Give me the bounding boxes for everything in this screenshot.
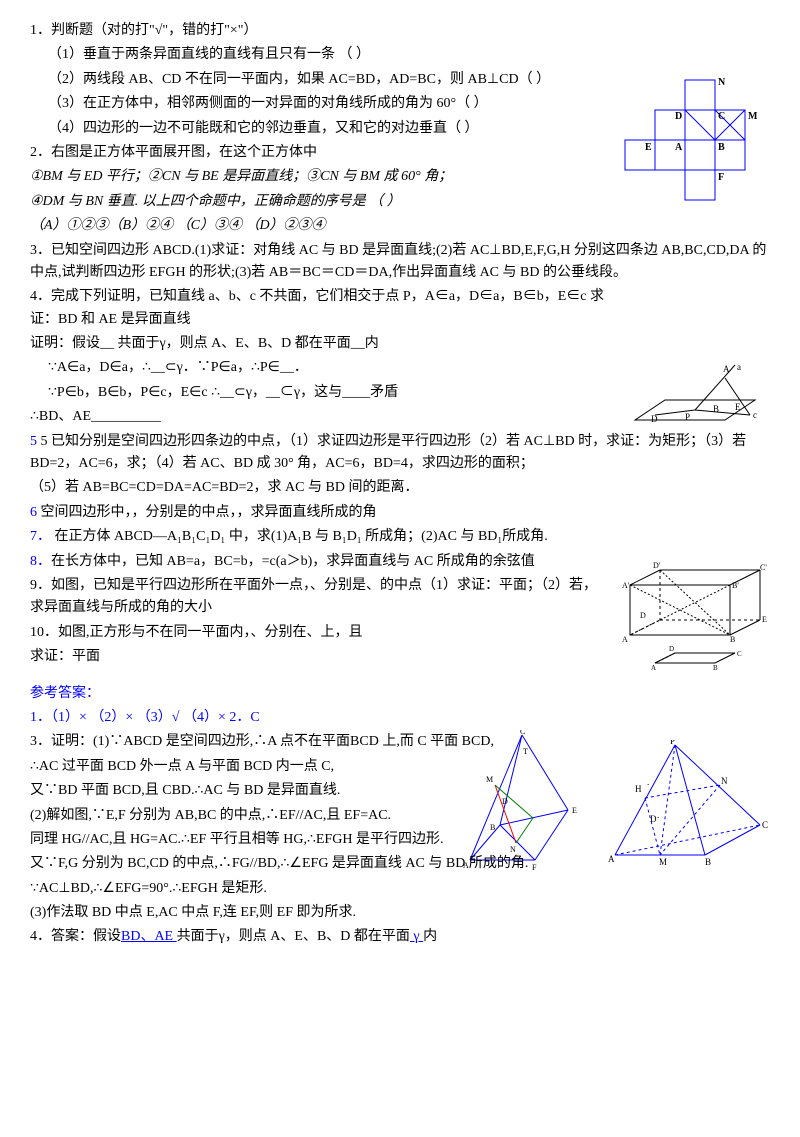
q5-l2: （5）若 AB=BC=CD=DA=AC=BD=2，求 AC 与 BD 间的距离． — [30, 477, 770, 499]
label-C: C — [718, 111, 725, 122]
label-sA: A — [651, 664, 656, 672]
q2-line-1: ①BM 与 ED 平行；②CN 与 BE 是异面直线；③CN 与 BM 成 60… — [30, 166, 630, 188]
figure-cuboid: A' B' C' D' A B E D A B C D — [615, 560, 770, 675]
answer-3-l1: 3．证明：(1)∵ABCD 是空间四边形,∴A 点不在平面BCD 上,而 C 平… — [30, 731, 610, 753]
q1-title: 1．判断题（对的打"√"，错的打"×"） — [30, 20, 770, 42]
q4-l2: ∵A∈a，D∈a，∴__⊂γ．∵P∈a，∴P∈__． — [30, 357, 610, 379]
figure-cube-net: N D C M E A B F — [620, 75, 770, 205]
answer-4: 4．答案：假设BD、AE 共面于γ，则点 A、E、B、D 都在平面 γ 内 — [30, 926, 770, 948]
label-sB: B — [713, 664, 718, 672]
q5-l1: 5 5 已知分别是空间四边形四条边的中点，（1）求证四边形是平行四边形（2）若 … — [30, 431, 770, 476]
label-M: M — [748, 111, 758, 122]
q4-l4: ∴BD、AE__________ — [30, 406, 770, 428]
answers-title: 参考答案： — [30, 683, 770, 705]
q1-item-2: （2）两线段 AB、CD 不在同一平面内，如果 AC=BD，AD=BC，则 AB… — [30, 69, 630, 91]
q7: 7． 在正方体 ABCD—A₁B₁C₁D₁ 中，求(1)A₁B 与 B₁D₁ 所… — [30, 526, 610, 548]
label-N: N — [718, 77, 726, 88]
a4-prefix: 4．答案：假设 — [30, 929, 121, 944]
q2-title: 2．右图是正方体平面展开图，在这个正方体中 — [30, 142, 630, 164]
label-A: A — [723, 364, 730, 374]
q8: 8．在长方体中，已知 AB=a，BC=b，=c(a＞b)，求异面直线与 AC 所… — [30, 551, 610, 573]
answer-3-l8: (3)作法取 BD 中点 E,AC 中点 F,连 EF,则 EF 即为所求. — [30, 902, 770, 924]
label-Ap: A' — [622, 581, 630, 590]
q10-l2: 求证：平面 — [30, 646, 610, 668]
answer-3-l2: ∴AC 过平面 BCD 外一点 A 与平面 BCD 内一点 C, — [30, 756, 770, 778]
label-F: F — [718, 172, 724, 183]
label-A2: A — [622, 635, 628, 644]
a4-mid: 共面于γ，则点 A、E、B、D 都在平面 — [177, 929, 410, 944]
a4-end: 内 — [423, 929, 437, 944]
label-E2: E — [762, 615, 767, 624]
q9: 9．如图，已知是平行四边形所在平面外一点，、分别是、的中点（1）求证：平面；（2… — [30, 575, 610, 620]
label-E: E — [645, 142, 652, 153]
q1-item-1: （1）垂直于两条异面直线的直线有且只有一条 （ ） — [30, 44, 770, 66]
answer-3-l7: ∵AC⊥BD,∴∠EFG=90°.∴EFGH 是矩形. — [30, 878, 770, 900]
q4-title: 4．完成下列证明，已知直线 a、b、c 不共面，它们相交于点 P，A∈a，D∈a… — [30, 286, 610, 331]
q1-item-3: （3）在正方体中，相邻两侧面的一对异面的对角线所成的角为 60°（ ） — [30, 93, 630, 115]
q4-l3: ∵P∈b，B∈b，P∈c，E∈c ∴__⊂γ，__⊂γ，这与____矛盾 — [30, 382, 610, 404]
a4-u2: γ — [410, 929, 423, 944]
label-sC: C — [737, 650, 742, 658]
q4-l1: 证明：假设__ 共面于γ，则点 A、E、B、D 都在平面__内 — [30, 333, 610, 355]
label-sD: D — [669, 645, 674, 653]
label-Dp: D' — [653, 561, 661, 570]
q2-line-2: ④DM 与 BN 垂直. 以上四个命题中，正确命题的序号是 （ ） — [30, 191, 630, 213]
label-D2: D — [640, 611, 646, 620]
label-D: D — [675, 111, 682, 122]
q3: 3．已知空间四边形 ABCD.(1)求证：对角线 AC 与 BD 是异面直线;(… — [30, 240, 770, 285]
q1-item-4: （4）四边形的一边不可能既和它的邻边垂直，又和它的对边垂直（ ） — [30, 118, 630, 140]
a4-u1: BD、AE — [121, 929, 177, 944]
q2-options: （A）①②③（B）②④ （C）③④ （D）②③④ — [30, 215, 630, 237]
q5-text: 5 已知分别是空间四边形四条边的中点，（1）求证四边形是平行四边形（2）若 AC… — [30, 434, 746, 471]
label-B: B — [718, 142, 725, 153]
label-B2: B — [730, 635, 735, 644]
document-content: N D C M E A B F A a P D B E c — [30, 20, 770, 949]
answer-3-l5: 同理 HG//AC,且 HG=AC.∴EF 平行且相等 HG,∴EFGH 是平行… — [30, 829, 770, 851]
q6: 6 6 空间四边形中，，分别是的中点，，求异面直线所成的角空间四边形中，，分别是… — [30, 502, 770, 524]
label-Cp: C' — [760, 563, 767, 572]
q10-l1: 10．如图,正方形与不在同一平面内，、分别在、上，且 — [30, 622, 610, 644]
answer-3-l3: 又∵BD 平面 BCD,且 CBD.∴AC 与 BD 是异面直线. — [30, 780, 770, 802]
answer-3-l6: 又∵F,G 分别为 BC,CD 的中点,∴FG//BD,∴∠EFG 是异面直线 … — [30, 853, 770, 875]
label-P4: P — [670, 740, 675, 746]
label-Bp: B' — [732, 581, 739, 590]
label-A: A — [675, 142, 683, 153]
answer-1-2: 1．（1）× （2）× （3）√ （4）× 2．C — [30, 707, 770, 729]
label-a: a — [737, 362, 741, 372]
answer-3-l4: (2)解如图,∵E,F 分别为 AB,BC 的中点,∴EF//AC,且 EF=A… — [30, 805, 770, 827]
